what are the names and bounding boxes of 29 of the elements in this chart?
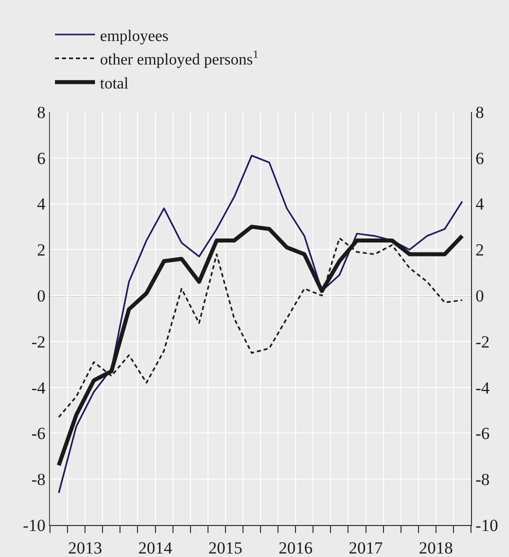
y2-tick-label: 8 bbox=[476, 102, 484, 122]
y-tick-label: -10 bbox=[22, 516, 46, 535]
y-tick-label: 4 bbox=[37, 194, 46, 214]
y2-tick-label: 4 bbox=[476, 194, 484, 214]
y-tick-label: 8 bbox=[37, 102, 46, 122]
x-tick-label: 2017 bbox=[348, 538, 384, 557]
x-tick-label: 2016 bbox=[278, 538, 313, 557]
legend-label: other employed persons$^{1}$ bbox=[100, 48, 258, 69]
y2-tick-label: -8 bbox=[476, 470, 490, 490]
y2-tick-label: 2 bbox=[476, 240, 484, 260]
x-tick-label: 2015 bbox=[208, 538, 242, 557]
x-tick-label: 2014 bbox=[138, 538, 173, 557]
y2-tick-label: 0 bbox=[476, 286, 484, 306]
y-tick-label: -2 bbox=[31, 332, 46, 352]
y-tick-label: -6 bbox=[31, 424, 46, 444]
y2-tick-label: -6 bbox=[476, 424, 490, 444]
y-tick-label: -8 bbox=[31, 470, 46, 490]
legend-label: total bbox=[100, 75, 129, 92]
y2-tick-label: -10 bbox=[476, 516, 498, 535]
y-tick-label: -4 bbox=[31, 378, 46, 398]
legend-label: employees bbox=[100, 28, 168, 45]
y-tick-label: 0 bbox=[37, 286, 46, 306]
y2-tick-label: 6 bbox=[476, 148, 484, 168]
y-tick-label: 2 bbox=[37, 240, 46, 260]
y2-tick-label: -2 bbox=[476, 332, 490, 352]
y-tick-label: 6 bbox=[37, 148, 46, 168]
x-tick-label: 2013 bbox=[68, 538, 102, 557]
x-tick-label: 2018 bbox=[418, 538, 453, 557]
y2-tick-label: -4 bbox=[476, 378, 490, 398]
